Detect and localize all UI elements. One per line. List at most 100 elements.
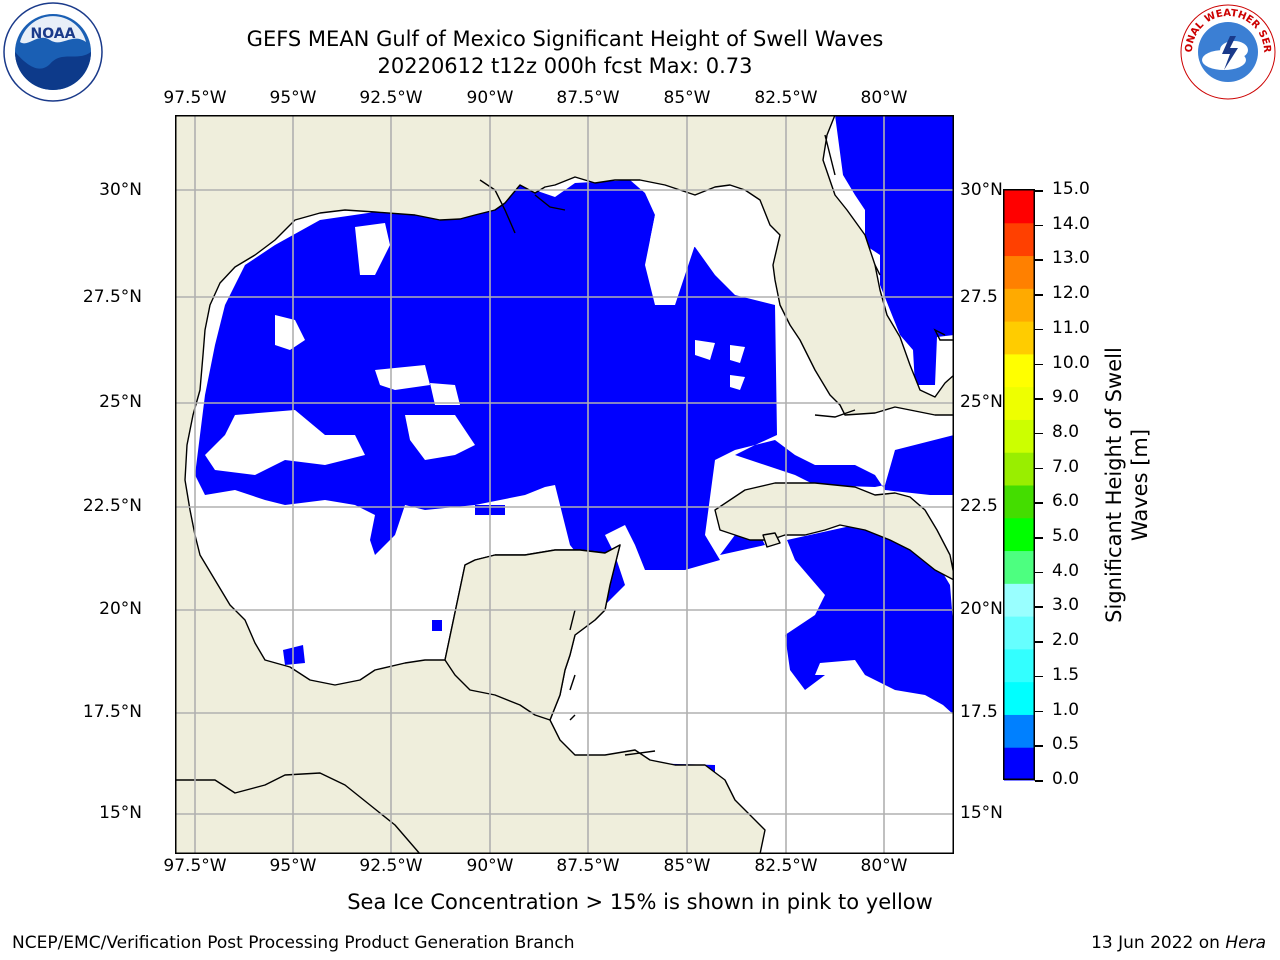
colorbar <box>1003 189 1035 781</box>
colorbar-cell <box>1004 485 1034 519</box>
land-yucatan <box>444 544 621 721</box>
colorbar-label: Significant Height of Swell Waves [m] <box>1102 347 1152 623</box>
lon-label-top: 97.5°W <box>163 88 227 108</box>
colorbar-cell <box>1004 452 1034 486</box>
colorbar-cell <box>1004 517 1034 552</box>
colorbar-cell <box>1004 583 1034 617</box>
colorbar-tick-mark <box>1035 606 1043 608</box>
colorbar-tick-label: 4.0 <box>1052 560 1080 581</box>
colorbar-tick-label: 7.0 <box>1052 456 1080 477</box>
lat-label-right: 30°N <box>960 180 1003 200</box>
lon-label-bottom: 95°W <box>269 856 317 876</box>
colorbar-tick-label: 5.0 <box>1052 526 1080 547</box>
colorbar-tick-mark <box>1035 571 1043 574</box>
colorbar-cells <box>1004 190 1034 781</box>
colorbar-cell <box>1004 288 1034 322</box>
coastline-details <box>479 134 954 756</box>
colorbar-tick-label: 0.5 <box>1052 734 1080 755</box>
colorbar-tick-mark <box>1035 363 1043 366</box>
colorbar-cell <box>1004 681 1034 715</box>
colorbar-tick-label: 13.0 <box>1052 248 1090 269</box>
lat-label-right: 17.5 <box>960 702 998 722</box>
colorbar-cell <box>1004 550 1034 584</box>
colorbar-tick-mark <box>1035 467 1043 470</box>
colorbar-tick-mark <box>1035 294 1043 296</box>
lat-label-left: 25°N <box>99 392 142 412</box>
lon-label-top: 87.5°W <box>556 88 620 108</box>
land-us-mexico-west <box>175 115 954 854</box>
colorbar-tick-label: 6.0 <box>1052 491 1080 512</box>
footer-credit: NCEP/EMC/Verification Post Processing Pr… <box>12 933 575 953</box>
colorbar-cell <box>1004 714 1034 748</box>
colorbar-tick-label: 0.0 <box>1052 769 1080 789</box>
colorbar-tick-mark <box>1035 710 1043 713</box>
gridlines <box>175 115 954 854</box>
colorbar-tick-mark <box>1035 502 1043 504</box>
lon-label-top: 90°W <box>466 88 514 108</box>
lat-label-left: 27.5°N <box>82 287 142 307</box>
lat-label-left: 20°N <box>99 599 142 619</box>
lon-label-bottom: 92.5°W <box>359 856 423 876</box>
colorbar-cell <box>1004 386 1034 420</box>
map-frame <box>175 115 954 854</box>
colorbar-tick-mark <box>1035 537 1043 539</box>
noaa-logo-text: NOAA <box>31 26 76 42</box>
lon-label-bottom: 82.5°W <box>754 856 818 876</box>
colorbar-tick-mark <box>1035 328 1043 331</box>
colorbar-tick-label: 8.0 <box>1052 421 1080 442</box>
colorbar-cell <box>1004 616 1034 650</box>
colorbar-tick-label: 15.0 <box>1052 179 1090 199</box>
colorbar-tick-label: 14.0 <box>1052 213 1090 234</box>
sea-ice-note: Sea Ice Concentration > 15% is shown in … <box>347 890 933 914</box>
lon-label-bottom: 80°W <box>860 856 908 876</box>
lon-label-bottom: 97.5°W <box>163 856 227 876</box>
colorbar-cell <box>1004 747 1034 781</box>
colorbar-tick-mark <box>1035 675 1043 678</box>
colorbar-cell <box>1004 419 1034 453</box>
colorbar-tick-label: 3.0 <box>1052 595 1080 616</box>
lon-label-bottom: 90°W <box>466 856 514 876</box>
colorbar-tick-mark <box>1035 641 1043 643</box>
colorbar-cell <box>1004 190 1034 224</box>
lat-label-right: 22.5 <box>960 496 998 516</box>
colorbar-ticks <box>1034 189 1035 781</box>
colorbar-tick-mark <box>1035 224 1043 227</box>
nws-logo: NATIONAL WEATHER SERVICE <box>1178 2 1276 100</box>
swell-field-low <box>195 115 954 775</box>
colorbar-tick-label: 1.5 <box>1052 664 1080 685</box>
colorbar-tick-label: 2.0 <box>1052 630 1080 651</box>
lon-label-top: 85°W <box>663 88 711 108</box>
colorbar-tick-label: 10.0 <box>1052 352 1090 373</box>
lon-label-top: 95°W <box>269 88 317 108</box>
colorbar-tick-label: 9.0 <box>1052 387 1080 408</box>
lat-label-left: 30°N <box>99 180 142 200</box>
lat-label-left: 17.5°N <box>82 702 142 722</box>
footer-host: Hera <box>1225 933 1266 953</box>
lon-label-bottom: 87.5°W <box>556 856 620 876</box>
colorbar-tick-label: 12.0 <box>1052 283 1090 304</box>
footer-date: 13 Jun 2022 on Hera <box>1091 933 1266 953</box>
lat-label-left: 15°N <box>99 803 142 823</box>
colorbar-tick-mark <box>1035 259 1043 261</box>
colorbar-cell <box>1004 353 1034 388</box>
colorbar-tick-label: 11.0 <box>1052 317 1090 338</box>
colorbar-cell <box>1004 255 1034 289</box>
lat-label-right: 25°N <box>960 392 1003 412</box>
colorbar-tick-mark <box>1035 398 1043 400</box>
chart-subtitle: 20220612 t12z 000h fcst Max: 0.73 <box>377 54 753 78</box>
chart-title: GEFS MEAN Gulf of Mexico Significant Hei… <box>246 27 884 51</box>
lat-label-right: 15°N <box>960 803 1003 823</box>
lat-label-right: 20°N <box>960 599 1003 619</box>
map-panel <box>175 115 954 854</box>
lon-label-top: 82.5°W <box>754 88 818 108</box>
colorbar-tick-mark <box>1035 780 1043 782</box>
lon-label-top: 80°W <box>860 88 908 108</box>
lat-label-left: 22.5°N <box>82 496 142 516</box>
land-isla-de-la-juventud <box>762 532 781 548</box>
colorbar-tick-mark <box>1035 432 1043 435</box>
colorbar-cell <box>1004 648 1034 683</box>
lon-label-top: 92.5°W <box>359 88 423 108</box>
colorbar-tick-mark <box>1035 745 1043 747</box>
noaa-logo: NOAA <box>3 2 103 102</box>
colorbar-tick-label: 1.0 <box>1052 699 1080 720</box>
